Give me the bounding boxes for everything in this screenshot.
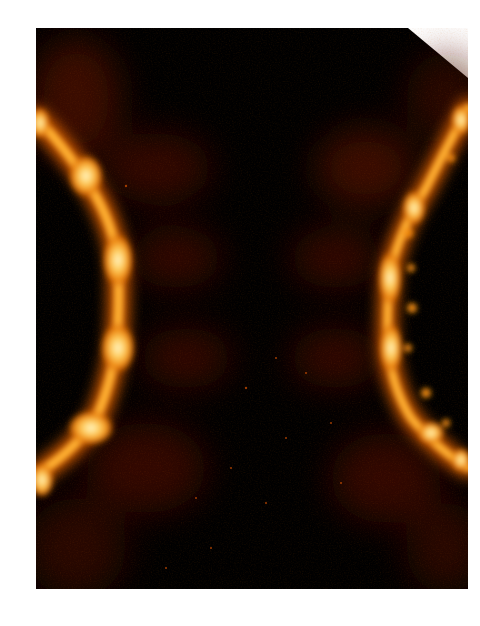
noise-texture	[36, 28, 468, 589]
speckles	[124, 184, 342, 569]
microscopy-image-svg	[36, 28, 468, 589]
left-filament-core	[36, 107, 136, 498]
microscopy-image	[36, 28, 468, 589]
right-filament-core	[378, 104, 468, 472]
